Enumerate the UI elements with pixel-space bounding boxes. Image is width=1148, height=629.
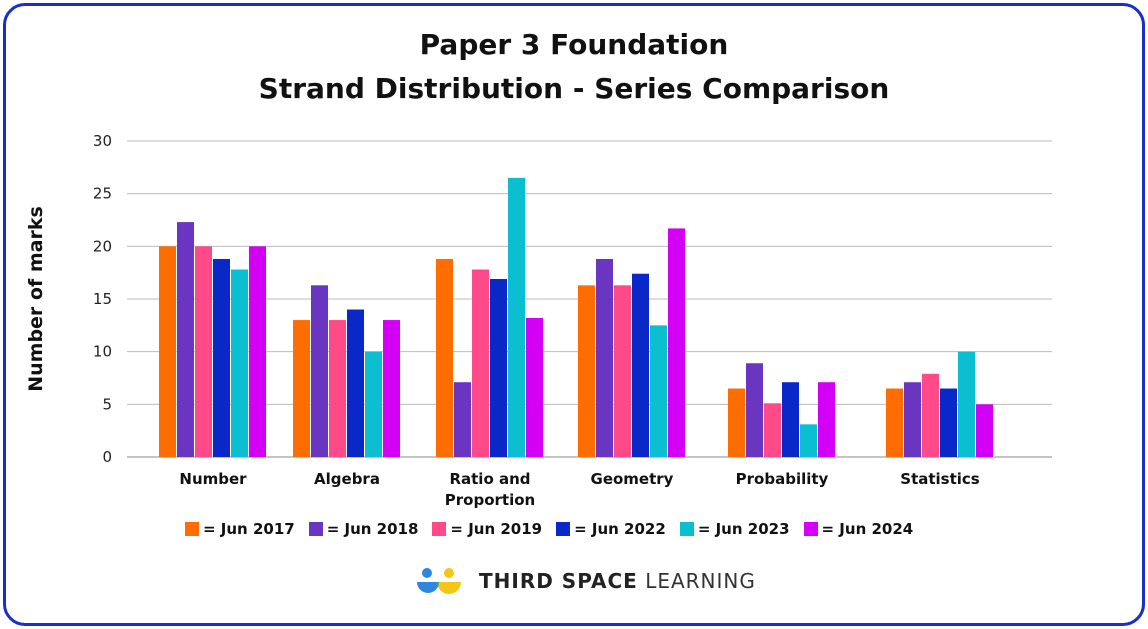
bar — [886, 388, 903, 457]
bar — [472, 269, 489, 457]
bar — [293, 320, 310, 457]
bar — [650, 325, 667, 457]
x-tick-label: Algebra — [314, 470, 380, 488]
bar — [728, 388, 745, 457]
legend-item: = Jun 2019 — [432, 520, 542, 538]
bar — [249, 246, 266, 457]
bar — [195, 246, 212, 457]
legend-swatch — [185, 522, 199, 536]
legend-item: = Jun 2023 — [679, 520, 790, 538]
bar — [213, 258, 230, 457]
bar — [347, 309, 364, 457]
bar — [614, 285, 631, 457]
logo-text-bold: THIRD SPACE — [479, 569, 638, 593]
bar — [436, 258, 453, 457]
legend-label: = Jun 2024 — [821, 520, 914, 538]
bar — [231, 269, 248, 457]
x-tick-label: Statistics — [900, 470, 980, 488]
chart-title: Paper 3 Foundation — [419, 28, 729, 61]
bar — [922, 373, 939, 457]
y-tick-label: 10 — [93, 343, 112, 361]
y-tick-label: 25 — [93, 185, 112, 203]
legend-item: = Jun 2018 — [308, 520, 419, 538]
y-tick-label: 20 — [93, 237, 112, 255]
bar — [329, 320, 346, 457]
bar — [365, 351, 382, 457]
bar — [177, 222, 194, 457]
legend-swatch — [432, 522, 447, 536]
bar — [578, 285, 595, 457]
bar — [311, 285, 328, 457]
bar — [940, 388, 957, 457]
y-tick-label: 15 — [93, 290, 112, 308]
legend-item: = Jun 2022 — [556, 520, 666, 538]
bar — [526, 317, 543, 457]
bar — [508, 177, 525, 457]
bar — [976, 404, 993, 457]
logo-icon — [417, 568, 461, 594]
legend-label: = Jun 2022 — [574, 520, 666, 538]
bar — [454, 382, 471, 457]
bar — [782, 382, 799, 457]
bar — [596, 258, 613, 457]
legend-label: = Jun 2018 — [326, 520, 419, 538]
legend-label: = Jun 2017 — [203, 520, 295, 538]
logo: THIRD SPACE LEARNING — [415, 566, 756, 596]
logo-text-light: LEARNING — [645, 569, 756, 593]
bar — [383, 320, 400, 457]
legend-swatch — [556, 522, 571, 536]
legend-item: = Jun 2017 — [185, 520, 295, 538]
bar — [958, 351, 975, 457]
x-tick-label: Number — [179, 470, 247, 488]
legend: = Jun 2017 = Jun 2018 = Jun 2019 = Jun 2022… — [185, 520, 913, 538]
y-tick-label: 0 — [102, 448, 112, 466]
legend-label: = Jun 2023 — [697, 520, 790, 538]
legend-label: = Jun 2019 — [450, 520, 543, 538]
y-tick-label: 5 — [102, 395, 112, 413]
bar — [800, 424, 817, 457]
chart-frame — [3, 3, 1145, 626]
legend-item: = Jun 2024 — [803, 520, 914, 538]
x-tick-label: Geometry — [591, 470, 674, 488]
bar — [632, 273, 649, 457]
bar — [490, 278, 507, 457]
bar — [818, 382, 835, 457]
x-tick-label: Proportion — [445, 491, 535, 509]
legend-swatch — [803, 522, 818, 536]
bar — [668, 228, 685, 457]
y-tick-label: 30 — [93, 132, 112, 150]
bar — [764, 403, 781, 457]
chart-subtitle: Strand Distribution - Series Comparison — [258, 72, 890, 105]
bar — [159, 246, 176, 457]
bar — [904, 382, 921, 457]
x-tick-label: Probability — [736, 470, 829, 488]
legend-swatch — [308, 522, 323, 536]
x-tick-label: Ratio and — [449, 470, 530, 488]
y-axis-label: Number of marks — [25, 206, 47, 392]
bar — [746, 363, 763, 457]
legend-swatch — [679, 522, 694, 536]
